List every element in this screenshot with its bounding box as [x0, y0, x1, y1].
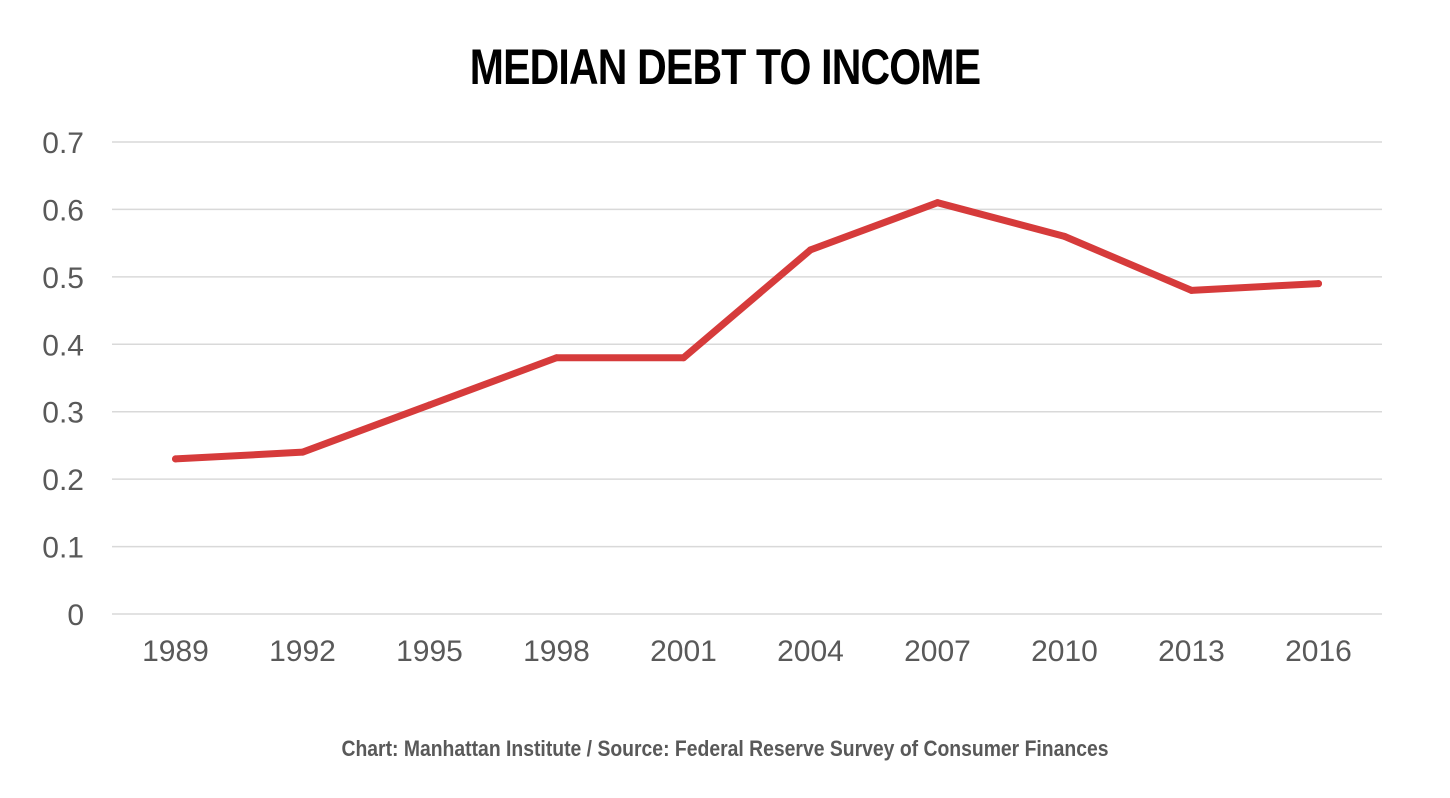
chart-title: MEDIAN DEBT TO INCOME: [469, 39, 981, 95]
data-point: [934, 199, 941, 207]
y-tick-label: 0.5: [42, 262, 84, 295]
y-tick-label: 0.6: [42, 194, 84, 227]
y-tick-label: 0.3: [42, 397, 84, 430]
x-tick-label: 2013: [1158, 635, 1225, 668]
chart-source-note: Chart: Manhattan Institute / Source: Fed…: [341, 736, 1109, 761]
data-point: [1315, 280, 1322, 288]
x-tick-label: 2010: [1031, 635, 1098, 668]
x-axis-ticks: 1989 1992 1995 1998 2001 2004 2007 2010 2013 2016: [142, 635, 1352, 668]
data-point: [172, 455, 179, 463]
x-tick-label: 2004: [777, 635, 844, 668]
y-tick-label: 0: [67, 599, 84, 632]
data-point: [1061, 232, 1068, 240]
x-tick-label: 1989: [142, 635, 209, 668]
x-tick-label: 2007: [904, 635, 971, 668]
y-tick-label: 0.1: [42, 532, 84, 565]
data-point: [807, 246, 814, 254]
data-point: [299, 448, 306, 456]
y-tick-label: 0.7: [42, 127, 84, 160]
x-tick-label: 2016: [1285, 635, 1352, 668]
y-axis-ticks: 0 0.1 0.2 0.3 0.4 0.5 0.6 0.7: [42, 127, 84, 632]
data-point: [426, 401, 433, 409]
series-line: [172, 199, 1322, 463]
x-tick-label: 1998: [523, 635, 590, 668]
x-tick-label: 2001: [650, 635, 717, 668]
y-tick-label: 0.2: [42, 464, 84, 497]
x-tick-label: 1995: [396, 635, 463, 668]
series-layer: [172, 199, 1322, 463]
data-point: [1188, 286, 1195, 294]
x-tick-label: 1992: [269, 635, 336, 668]
y-tick-label: 0.4: [42, 329, 84, 362]
data-point: [553, 354, 560, 362]
data-point: [680, 354, 687, 362]
gridlines: [112, 141, 1382, 615]
